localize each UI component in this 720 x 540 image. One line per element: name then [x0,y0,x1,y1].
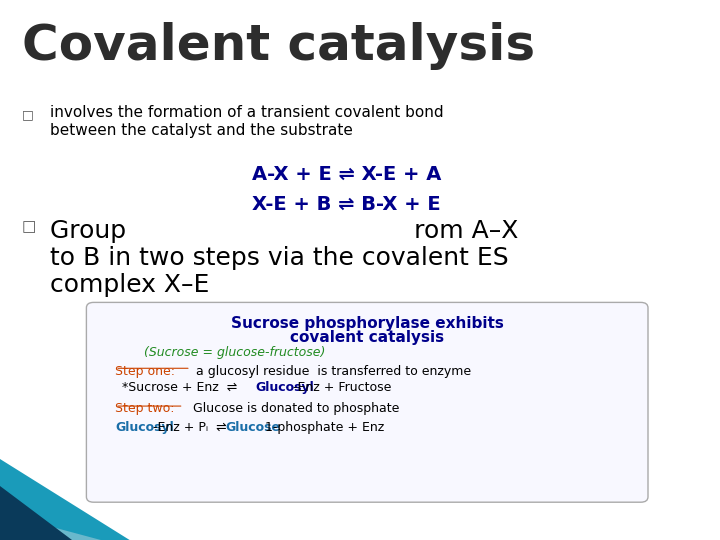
Text: 1-phosphate + Enz: 1-phosphate + Enz [261,421,384,434]
Text: a glucosyl residue  is transferred to enzyme: a glucosyl residue is transferred to enz… [192,364,472,377]
Text: Sucrose phosphorylase exhibits: Sucrose phosphorylase exhibits [231,316,503,331]
Text: Covalent catalysis: Covalent catalysis [22,22,535,70]
Text: □: □ [22,219,36,234]
Text: to B in two steps via the covalent ES: to B in two steps via the covalent ES [50,246,509,269]
Text: *Sucrose + Enz  ⇌: *Sucrose + Enz ⇌ [122,381,246,394]
Text: Glucose is donated to phosphate: Glucose is donated to phosphate [185,402,400,415]
Text: X-E + B ⇌ B-X + E: X-E + B ⇌ B-X + E [252,194,441,213]
Text: A-X + E ⇌ X-E + A: A-X + E ⇌ X-E + A [252,165,441,184]
Polygon shape [0,513,101,540]
FancyBboxPatch shape [86,302,648,502]
Text: (Sucrose = glucose-fructose): (Sucrose = glucose-fructose) [144,346,325,359]
Text: complex X–E: complex X–E [50,273,210,296]
Text: □: □ [22,108,33,121]
Polygon shape [0,459,130,540]
Text: -Enz + Fructose: -Enz + Fructose [293,381,392,394]
Polygon shape [0,486,72,540]
Text: -Enz + Pᵢ  ⇌: -Enz + Pᵢ ⇌ [153,421,235,434]
Text: involves the formation of a transient covalent bond
between the catalyst and the: involves the formation of a transient co… [50,105,444,138]
Text: Glucosyl: Glucosyl [256,381,315,394]
Text: Step two:: Step two: [115,402,175,415]
Text: covalent catalysis: covalent catalysis [290,330,444,346]
Text: Group                                    rom A–X: Group rom A–X [50,219,519,242]
Text: Glucosyl: Glucosyl [115,421,174,434]
Text: Glucose: Glucose [225,421,280,434]
Text: Step one:: Step one: [115,364,175,377]
